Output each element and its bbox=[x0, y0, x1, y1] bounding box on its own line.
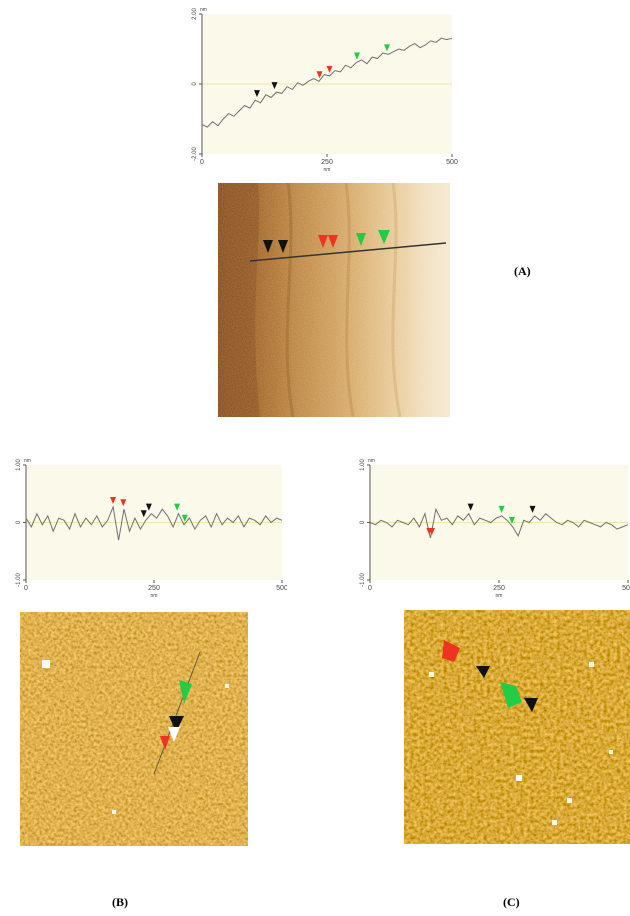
y-unit-label: nm bbox=[24, 458, 31, 464]
x-tick-label: 0 bbox=[24, 585, 28, 592]
profile-marker-green bbox=[181, 514, 188, 522]
height-trace bbox=[201, 37, 453, 128]
profile-marker-red bbox=[110, 497, 117, 505]
afm-image-a bbox=[218, 183, 450, 417]
profile-marker-green bbox=[508, 516, 515, 524]
y-unit-label: nm bbox=[368, 458, 375, 464]
y-tick-label: 2.00 bbox=[192, 8, 198, 20]
y-tick-label: 0 bbox=[16, 520, 22, 524]
x-tick-label: 500 bbox=[276, 585, 287, 592]
x-tick-label: 500 bbox=[446, 159, 458, 166]
profile-marker-green bbox=[354, 52, 360, 60]
y-tick-label: 0 bbox=[192, 82, 198, 86]
x-tick-label: 0 bbox=[200, 159, 204, 166]
profile-marker-black bbox=[254, 90, 260, 98]
profile-marker-green bbox=[174, 503, 181, 511]
panel-label-c: (C) bbox=[503, 895, 520, 909]
height-trace bbox=[25, 505, 283, 541]
profile-marker-red bbox=[428, 527, 435, 535]
x-tick-label: 250 bbox=[493, 585, 505, 592]
afm-markers-a bbox=[263, 230, 390, 253]
y-tick-label: 1.00 bbox=[16, 459, 22, 471]
height-trace bbox=[369, 507, 629, 539]
scan-line bbox=[249, 242, 447, 262]
x-unit-label: nm bbox=[324, 167, 331, 173]
afm-image-b bbox=[20, 612, 248, 846]
y-tick-label: 0 bbox=[360, 520, 366, 524]
x-tick-label: 250 bbox=[321, 159, 333, 166]
y-tick-label: -1.00 bbox=[360, 573, 366, 587]
profile-marker-red bbox=[316, 71, 323, 79]
profile-marker-red bbox=[326, 65, 333, 73]
panel-label-a: (A) bbox=[514, 264, 531, 278]
y-tick-label: 1.00 bbox=[360, 459, 366, 471]
y-tick-label: -2.00 bbox=[192, 147, 198, 161]
afm-markers-b bbox=[160, 680, 192, 750]
profile-marker-green bbox=[498, 505, 505, 513]
profile-marker-black bbox=[145, 503, 152, 511]
y-tick-label: -1.00 bbox=[16, 573, 22, 587]
panel-label-b: (B) bbox=[112, 895, 128, 909]
afm-image-c bbox=[404, 610, 630, 844]
x-tick-label: 250 bbox=[148, 585, 160, 592]
x-tick-label: 0 bbox=[368, 585, 372, 592]
x-unit-label: nm bbox=[151, 593, 158, 599]
profile-marker-red bbox=[120, 499, 127, 507]
afm-markers-c bbox=[442, 640, 538, 712]
y-unit-label: nm bbox=[200, 7, 207, 13]
profile-marker-green bbox=[384, 44, 390, 52]
x-unit-label: nm bbox=[496, 593, 503, 599]
profile-marker-black bbox=[529, 505, 536, 513]
x-tick-label: 500 bbox=[622, 585, 630, 592]
profile-marker-black bbox=[467, 503, 474, 511]
profile-marker-black bbox=[140, 510, 147, 518]
profile-marker-black bbox=[271, 82, 278, 90]
